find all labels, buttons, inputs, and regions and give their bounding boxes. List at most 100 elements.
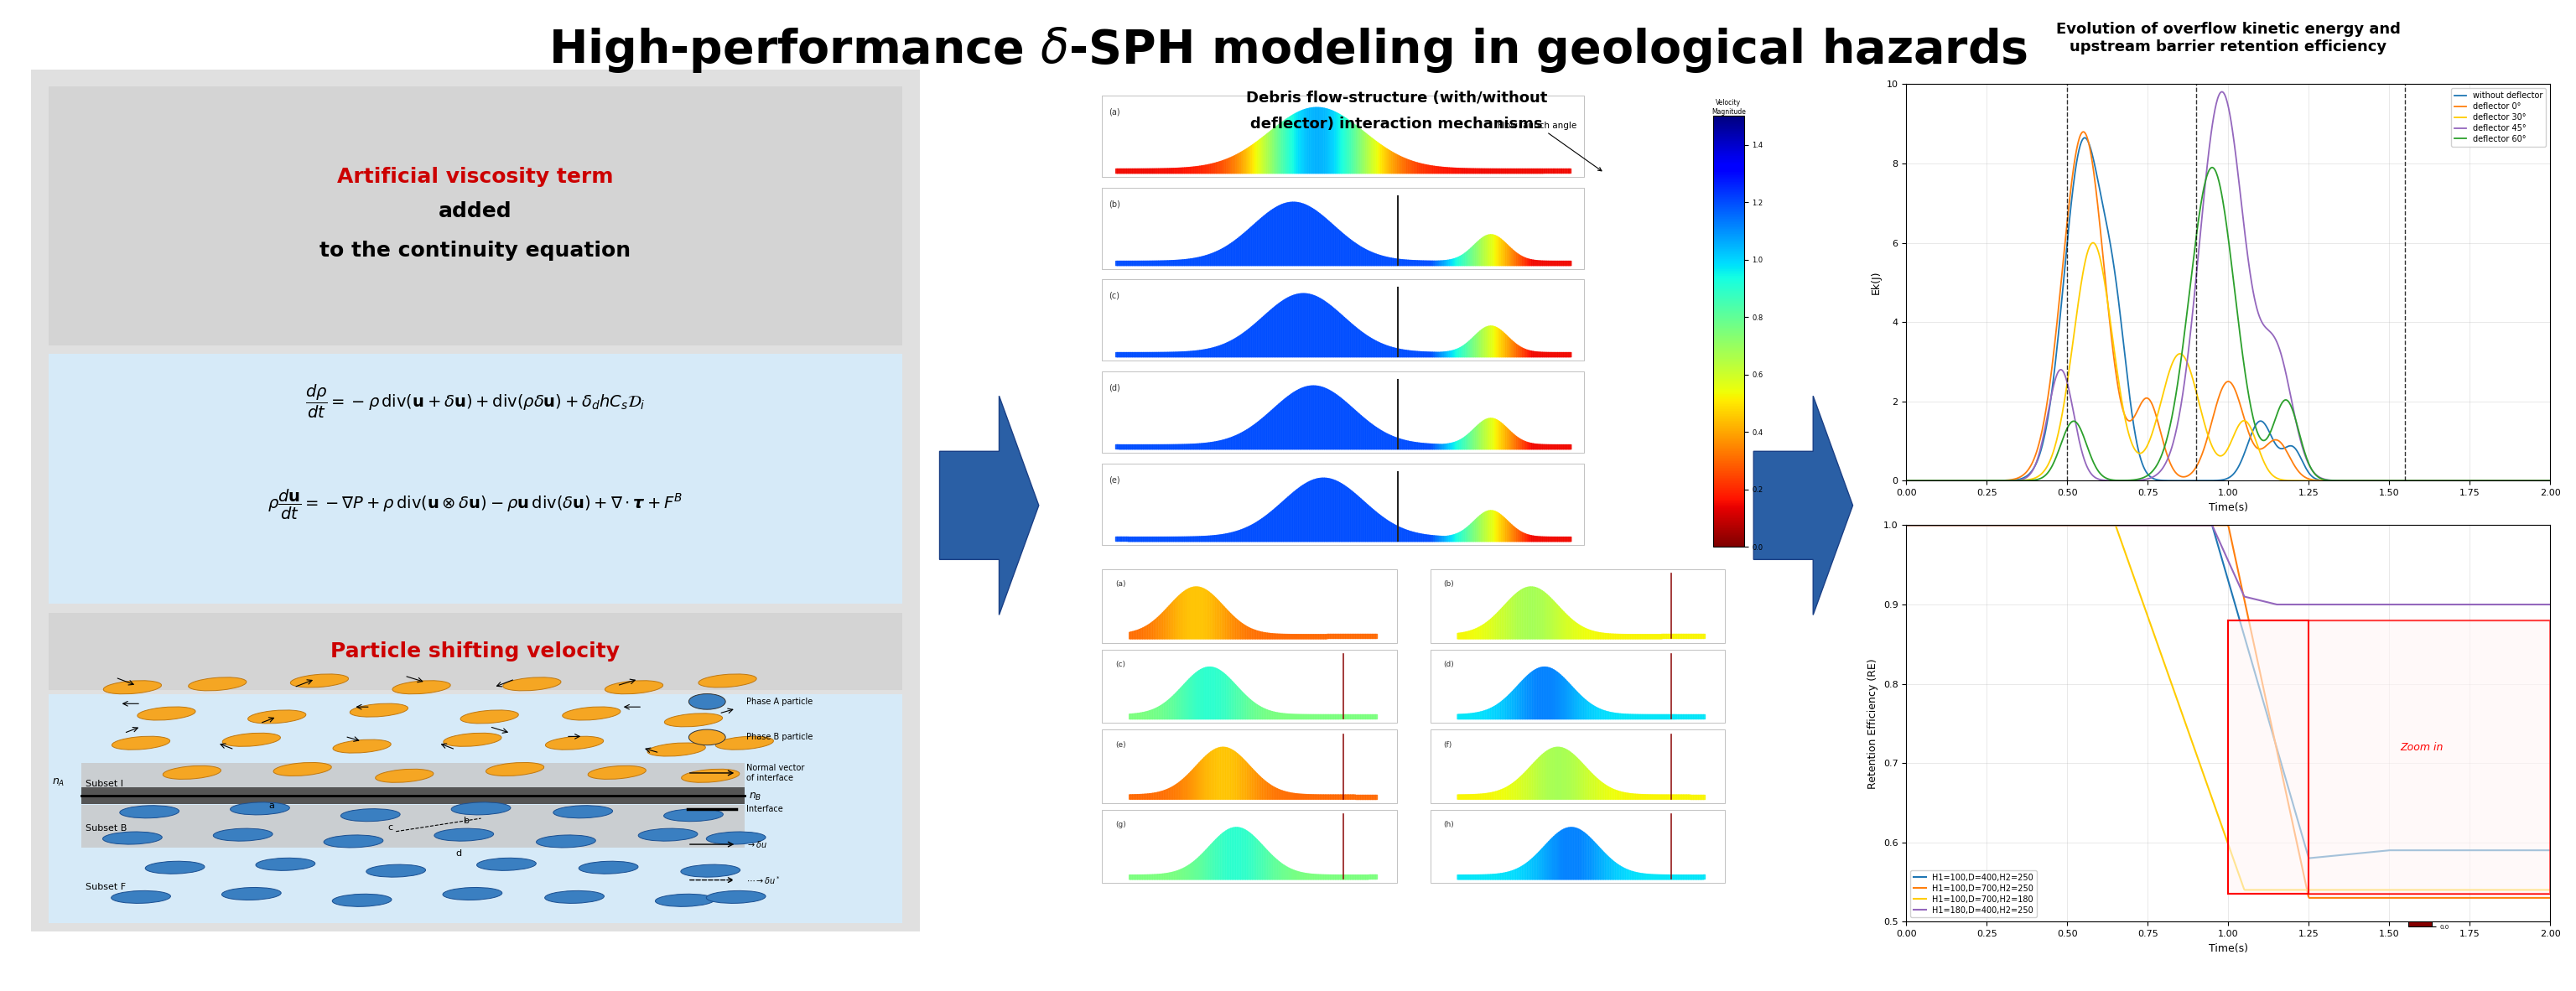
deflector 60° xyxy=(2535,475,2566,487)
deflector 45° xyxy=(2334,475,2365,487)
Ellipse shape xyxy=(665,714,721,726)
Bar xyxy=(82,787,744,804)
Ellipse shape xyxy=(536,835,595,847)
H1=100,D=700,H2=180 xyxy=(2406,884,2437,896)
Text: (d): (d) xyxy=(1443,661,1455,668)
Text: Debris flow-structure (with/without: Debris flow-structure (with/without xyxy=(1247,91,1548,106)
deflector 30° xyxy=(2334,475,2365,487)
deflector 30° xyxy=(2151,372,2182,384)
deflector 0° xyxy=(2069,126,2099,138)
H1=100,D=700,H2=180 xyxy=(2228,884,2259,896)
Ellipse shape xyxy=(688,729,726,745)
Title: Velocity
Magnitude: Velocity Magnitude xyxy=(1710,99,1747,115)
without deflector xyxy=(1958,475,1989,487)
H1=180,D=400,H2=250 xyxy=(2151,519,2182,531)
deflector 45° xyxy=(2208,86,2239,98)
Text: (a): (a) xyxy=(1115,581,1126,588)
Ellipse shape xyxy=(587,766,647,779)
Ellipse shape xyxy=(435,828,495,841)
without deflector xyxy=(2069,132,2099,144)
FancyBboxPatch shape xyxy=(1103,729,1396,803)
Ellipse shape xyxy=(118,806,180,819)
deflector 60° xyxy=(2174,282,2205,294)
deflector 45° xyxy=(1891,475,1922,487)
Ellipse shape xyxy=(188,677,247,691)
Ellipse shape xyxy=(229,803,289,815)
Ellipse shape xyxy=(544,891,605,903)
Ellipse shape xyxy=(477,858,536,870)
H1=100,D=400,H2=250 xyxy=(2293,852,2324,864)
FancyBboxPatch shape xyxy=(1103,187,1584,270)
Bar xyxy=(49,695,902,923)
without deflector xyxy=(2174,475,2205,487)
Text: Interface: Interface xyxy=(747,805,783,813)
Line: H1=100,D=400,H2=250: H1=100,D=400,H2=250 xyxy=(1906,525,2550,858)
Ellipse shape xyxy=(639,828,698,841)
Text: $n_A$: $n_A$ xyxy=(52,777,64,788)
Ellipse shape xyxy=(222,733,281,746)
Bar xyxy=(82,763,744,802)
Ellipse shape xyxy=(137,707,196,720)
Ellipse shape xyxy=(162,766,222,779)
X-axis label: Time(s): Time(s) xyxy=(2208,501,2249,512)
FancyBboxPatch shape xyxy=(1103,464,1584,545)
Ellipse shape xyxy=(332,894,392,907)
H1=100,D=700,H2=250 xyxy=(2393,892,2424,904)
Text: (e): (e) xyxy=(1115,741,1126,748)
Text: a: a xyxy=(268,802,273,811)
Line: H1=100,D=700,H2=180: H1=100,D=700,H2=180 xyxy=(1906,525,2550,890)
H1=100,D=700,H2=250 xyxy=(2174,519,2205,531)
without deflector xyxy=(2393,475,2424,487)
H1=100,D=700,H2=250 xyxy=(2406,892,2437,904)
H1=100,D=400,H2=250 xyxy=(2393,844,2424,856)
Text: High-performance $\delta$-SPH modeling in geological hazards: High-performance $\delta$-SPH modeling i… xyxy=(549,25,2027,74)
Ellipse shape xyxy=(443,888,502,900)
Ellipse shape xyxy=(247,711,307,723)
Ellipse shape xyxy=(487,762,544,776)
Ellipse shape xyxy=(688,694,726,710)
Ellipse shape xyxy=(325,835,384,847)
deflector 60° xyxy=(2197,162,2228,173)
Bar xyxy=(2228,620,2308,894)
Ellipse shape xyxy=(376,769,433,783)
Text: (d): (d) xyxy=(1108,384,1121,391)
deflector 30° xyxy=(2079,237,2110,249)
Text: $n_B$: $n_B$ xyxy=(750,792,762,803)
deflector 60° xyxy=(2334,475,2365,487)
deflector 45° xyxy=(2151,455,2182,467)
Line: deflector 45°: deflector 45° xyxy=(1906,92,2550,481)
Text: $\dfrac{d\rho}{dt} = -\rho\,\mathrm{div}(\mathbf{u}+\delta\mathbf{u}) + \mathrm{: $\dfrac{d\rho}{dt} = -\rho\,\mathrm{div}… xyxy=(304,383,647,420)
Text: Flow launch angle: Flow launch angle xyxy=(1497,121,1602,170)
deflector 0° xyxy=(2406,475,2437,487)
FancyArrow shape xyxy=(1754,395,1852,614)
Ellipse shape xyxy=(706,891,765,903)
H1=100,D=400,H2=250 xyxy=(2174,519,2205,531)
Ellipse shape xyxy=(222,888,281,900)
Text: (b): (b) xyxy=(1108,200,1121,208)
Text: Subset B: Subset B xyxy=(85,824,126,832)
Ellipse shape xyxy=(103,681,162,694)
Line: H1=180,D=400,H2=250: H1=180,D=400,H2=250 xyxy=(1906,525,2550,605)
Legend: H1=100,D=400,H2=250, H1=100,D=700,H2=250, H1=100,D=700,H2=180, H1=180,D=400,H2=2: H1=100,D=400,H2=250, H1=100,D=700,H2=250… xyxy=(1911,870,2038,918)
Text: (c): (c) xyxy=(1115,661,1126,668)
Text: Particle shifting velocity: Particle shifting velocity xyxy=(330,641,621,661)
Text: (c): (c) xyxy=(1108,291,1121,299)
Ellipse shape xyxy=(332,739,392,753)
Text: (e): (e) xyxy=(1108,476,1121,484)
Text: deflector) interaction mechanisms: deflector) interaction mechanisms xyxy=(1249,117,1543,132)
Text: $\rho\dfrac{d\mathbf{u}}{dt} = -\nabla P + \rho\,\mathrm{div}(\mathbf{u}\otimes\: $\rho\dfrac{d\mathbf{u}}{dt} = -\nabla P… xyxy=(268,488,683,521)
Text: (h): (h) xyxy=(1443,821,1455,828)
FancyArrow shape xyxy=(940,395,1038,614)
Text: Zoom in: Zoom in xyxy=(2401,742,2442,752)
Ellipse shape xyxy=(255,858,314,870)
H1=180,D=400,H2=250 xyxy=(2535,599,2566,610)
Ellipse shape xyxy=(698,674,757,688)
Ellipse shape xyxy=(665,809,724,822)
H1=100,D=400,H2=250 xyxy=(2535,844,2566,856)
Line: H1=100,D=700,H2=250: H1=100,D=700,H2=250 xyxy=(1906,525,2550,898)
without deflector xyxy=(2406,475,2437,487)
Ellipse shape xyxy=(144,861,204,874)
Ellipse shape xyxy=(214,828,273,841)
FancyBboxPatch shape xyxy=(1430,729,1726,803)
H1=100,D=400,H2=250 xyxy=(1891,519,1922,531)
